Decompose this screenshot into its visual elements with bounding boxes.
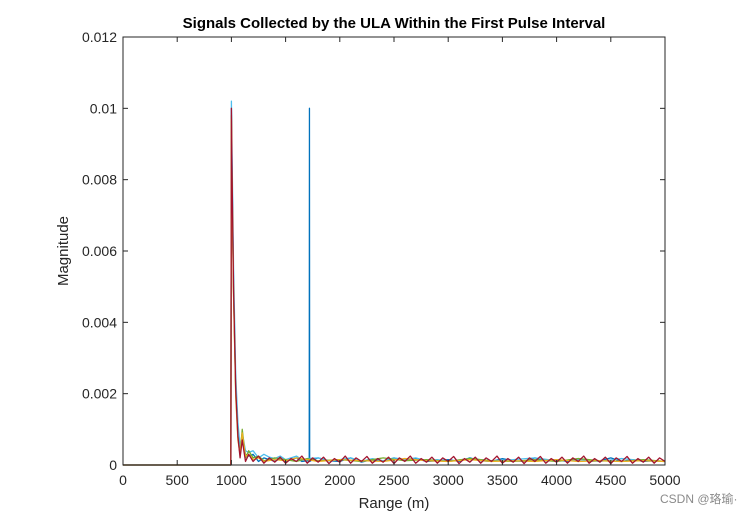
series-layer [123, 100, 666, 466]
x-tick-label: 0 [119, 472, 127, 488]
x-tick-label: 3500 [487, 472, 518, 488]
x-tick-label: 4000 [541, 472, 572, 488]
y-tick-label: 0.006 [82, 243, 117, 259]
x-axis-label: Range (m) [359, 495, 430, 512]
x-tick-label: 2000 [324, 472, 355, 488]
x-tick-label: 1000 [216, 472, 247, 488]
x-tick-label: 2500 [378, 472, 409, 488]
x-tick-label: 5000 [649, 472, 680, 488]
plot-area [123, 37, 665, 465]
y-tick-label: 0.012 [82, 29, 117, 45]
x-tick-label: 4500 [595, 472, 626, 488]
y-tick-label: 0 [109, 457, 117, 473]
x-axis-ticks: 0 500 1000 1500 2000 2500 3000 3500 4000 4500 5000 [119, 37, 681, 488]
y-axis-label: Magnitude [55, 216, 72, 286]
x-tick-label: 500 [166, 472, 190, 488]
x-tick-label: 1500 [270, 472, 301, 488]
series-line-5 [123, 107, 666, 466]
plot-background [123, 37, 665, 465]
y-tick-label: 0.002 [82, 386, 117, 402]
y-axis-ticks: 0 0.002 0.004 0.006 0.008 0.01 0.012 [82, 29, 665, 473]
y-tick-label: 0.008 [82, 172, 117, 188]
x-tick-label: 3000 [433, 472, 464, 488]
watermark-text: CSDN @珞瑜· [660, 491, 738, 506]
y-tick-label: 0.004 [82, 314, 117, 330]
y-tick-label: 0.01 [90, 100, 117, 116]
chart-title: Signals Collected by the ULA Within the … [183, 15, 606, 32]
